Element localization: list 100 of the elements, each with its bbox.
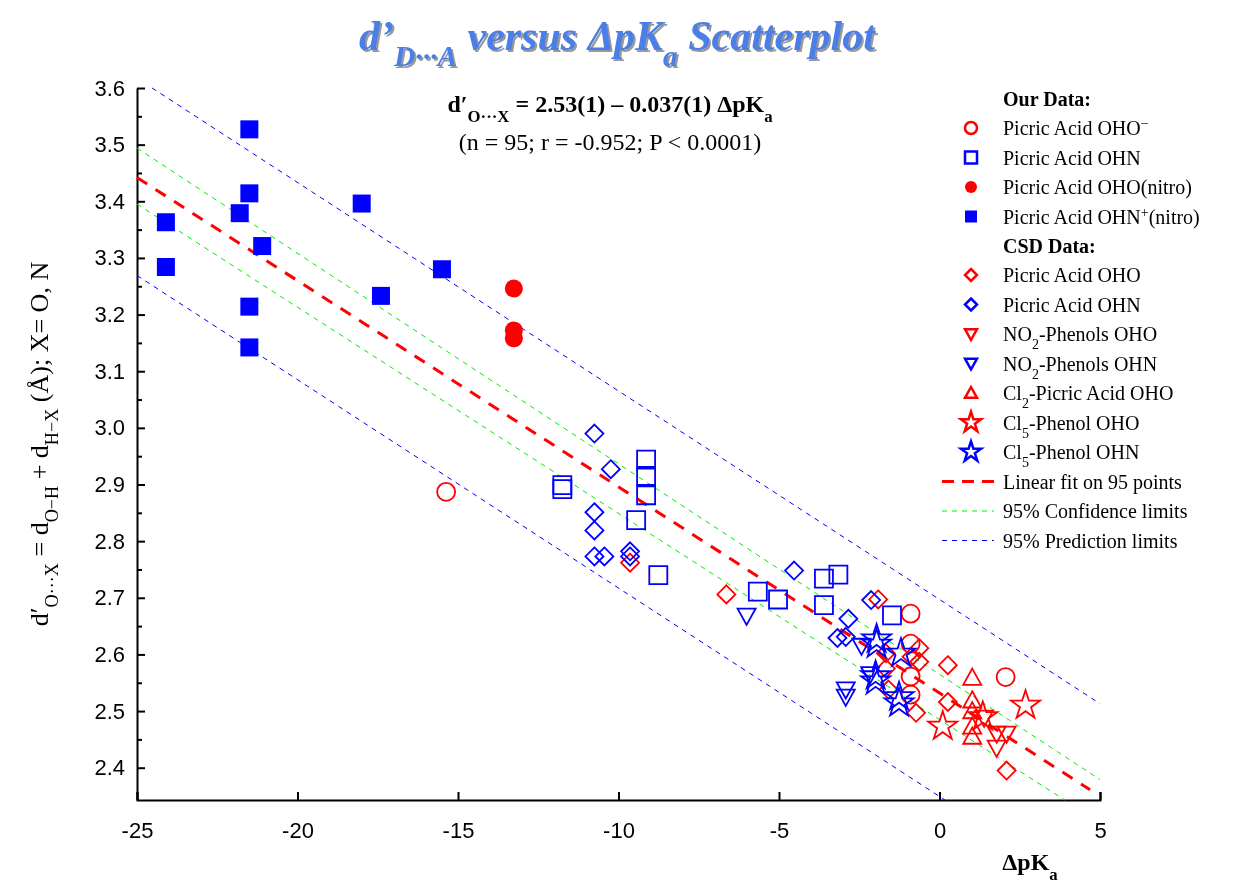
y-tick-label: 2.8 (94, 528, 125, 554)
point (900, 603, 921, 624)
annotation: Our Data: (1003, 88, 1091, 110)
legend-label: Picric Acid OHN$^{+}$(nitro) (1003, 204, 1200, 229)
y-tick-label: 3.0 (94, 415, 125, 441)
point (835, 626, 856, 647)
point (861, 590, 882, 610)
point (1010, 689, 1041, 719)
point (883, 687, 915, 717)
point (900, 666, 921, 687)
point (620, 541, 640, 562)
y-tick-label: 3.2 (94, 302, 125, 328)
y-tick-label: 2.5 (94, 698, 125, 724)
point (784, 560, 804, 581)
point (986, 725, 1007, 744)
y-tick-label: 3.6 (94, 75, 125, 101)
legend-label: 95% Confidence limits (1003, 500, 1188, 522)
point (240, 184, 259, 203)
y-tick-label: 2.7 (94, 585, 125, 611)
x-tick-label: -25 (121, 818, 154, 844)
point (504, 279, 523, 298)
point (962, 690, 983, 709)
y-tick-label: 2.9 (94, 472, 125, 498)
point (436, 481, 457, 502)
point (909, 651, 930, 672)
y-tick-label: 3.1 (94, 358, 125, 384)
point (962, 726, 983, 745)
x-tick-label: -5 (769, 818, 790, 844)
point (814, 568, 834, 589)
point (240, 338, 259, 357)
point (883, 680, 915, 711)
legend-label: Cl$_{2}$-Picric Acid OHO (1003, 382, 1174, 411)
point (885, 637, 917, 667)
point (995, 667, 1016, 687)
point (851, 637, 872, 656)
legend-label: Linear fit on 95 points (1003, 470, 1183, 494)
point (716, 584, 737, 605)
legend-label: Picric Acid OHN (1003, 146, 1141, 169)
legend-label: 95% Prediction limits (1003, 529, 1178, 552)
y-tick-label: 3.5 (94, 132, 125, 158)
point (620, 546, 640, 567)
point (996, 725, 1017, 744)
point (584, 546, 605, 567)
x-tick-label: 5 (1094, 818, 1107, 844)
point (600, 459, 621, 480)
point (371, 286, 390, 305)
point (636, 466, 657, 486)
point (240, 120, 259, 139)
y-tick-label: 2.4 (94, 755, 125, 781)
point (814, 595, 834, 616)
point (636, 485, 657, 506)
point (594, 546, 615, 567)
point (868, 589, 889, 610)
legend-label: Cl$_{5}$-Phenol OHO (1003, 411, 1140, 440)
legend-label: Picric Acid OHO (1003, 264, 1141, 286)
point (937, 655, 958, 676)
point (962, 667, 983, 686)
y-tick-label: 2.6 (94, 641, 125, 667)
point (584, 520, 605, 541)
point (747, 581, 768, 602)
annotation: d′$_{O···X}$ = 2.53(1) – 0.037(1) ΔpK$_{a}$ (447, 91, 774, 126)
point (626, 510, 647, 531)
point (352, 194, 371, 213)
point (620, 552, 640, 573)
point (432, 260, 451, 279)
point (909, 638, 930, 659)
x-tick-label: -20 (282, 818, 314, 844)
legend-label: Cl$_{5}$-Phenol OHN (1003, 441, 1140, 470)
point (648, 565, 669, 586)
point (835, 688, 856, 707)
point (996, 760, 1017, 781)
point (253, 237, 272, 256)
point (736, 607, 757, 626)
legend-label: NO$_{2}$-Phenols OHN (1003, 352, 1158, 381)
x-tick-label: -10 (603, 818, 635, 844)
x-tick-label: -15 (442, 818, 475, 844)
point (828, 564, 849, 585)
y-tick-label: 3.3 (94, 245, 125, 271)
x-axis-title: ΔpK$_{a}$ (1002, 849, 1059, 884)
point (882, 605, 902, 626)
point (584, 502, 605, 523)
point (838, 608, 859, 629)
legend-label: Picric Acid OHN (1003, 293, 1141, 316)
point (156, 257, 175, 276)
annotation: (n = 95; r = -0.952; P < 0.0001) (458, 129, 762, 155)
x-tick-label: 0 (933, 818, 947, 844)
point (240, 297, 259, 316)
point (827, 628, 848, 648)
point (835, 681, 856, 700)
point (156, 213, 175, 232)
point (768, 589, 788, 610)
y-tick-label: 3.4 (94, 188, 125, 214)
point (937, 692, 958, 712)
legend-label: NO$_{2}$-Phenols OHO (1003, 323, 1158, 352)
point (584, 423, 605, 444)
chart-title: d’$_{D···A}$ versus ΔpK$_{a}$ Scatterplot (359, 13, 877, 72)
legend-label: Picric Acid OHO(nitro) (1003, 176, 1192, 199)
point (878, 679, 899, 700)
point (906, 702, 926, 723)
point (986, 739, 1007, 758)
